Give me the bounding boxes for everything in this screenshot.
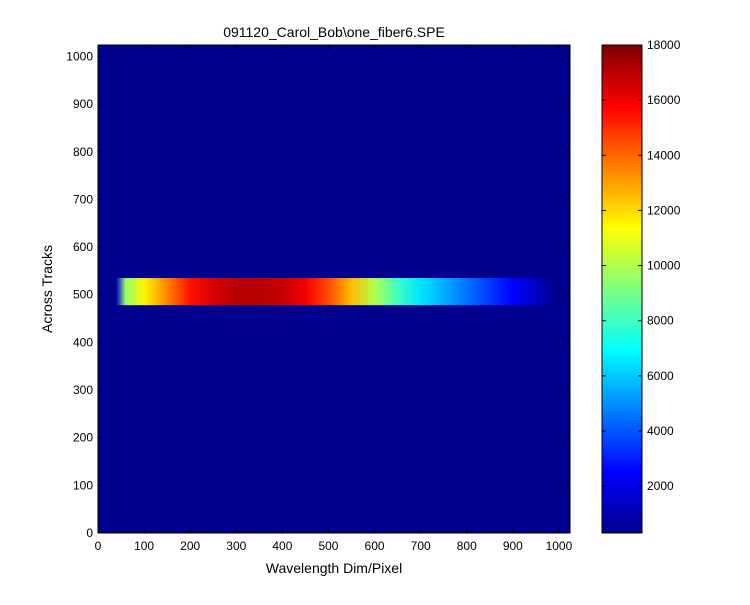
chart-title: 091120_Carol_Bob\one_fiber6.SPE <box>223 24 445 40</box>
x-tick-label: 900 <box>503 539 523 553</box>
x-tick-label: 100 <box>134 539 154 553</box>
intensity-band-cells <box>116 278 559 306</box>
colorbar-tick-label: 12000 <box>647 203 681 217</box>
y-tick-label: 600 <box>73 240 93 254</box>
colorbar-ticks: 2000 4000 6000 8000 10000 12000 14000 16000 1800… <box>602 38 681 493</box>
y-tick-label: 1000 <box>66 49 93 63</box>
y-axis-ticks: 0 100 200 300 400 500 600 700 800 900 1000 <box>66 49 570 540</box>
colorbar-tick-label: 6000 <box>647 369 674 383</box>
y-tick-label: 500 <box>73 288 93 302</box>
intensity-band <box>116 278 559 306</box>
x-axis-label: Wavelength Dim/Pixel <box>266 560 402 576</box>
y-tick-label: 800 <box>73 145 93 159</box>
x-tick-label: 200 <box>180 539 200 553</box>
y-tick-label: 200 <box>73 431 93 445</box>
y-tick-label: 100 <box>73 478 93 492</box>
x-tick-label: 800 <box>457 539 477 553</box>
colorbar-tick-label: 16000 <box>647 93 681 107</box>
y-tick-label: 900 <box>73 97 93 111</box>
colorbar <box>601 44 643 534</box>
x-tick-label: 600 <box>365 539 385 553</box>
y-tick-label: 700 <box>73 192 93 206</box>
colorbar-tick-label: 8000 <box>647 314 674 328</box>
y-tick-label: 300 <box>73 383 93 397</box>
colorbar-tick-label: 14000 <box>647 148 681 162</box>
x-tick-label: 300 <box>226 539 246 553</box>
x-tick-label: 500 <box>318 539 338 553</box>
colorbar-tick-label: 10000 <box>647 259 681 273</box>
x-tick-label: 0 <box>95 539 102 553</box>
colorbar-tick-label: 4000 <box>647 424 674 438</box>
y-tick-label: 0 <box>86 526 93 540</box>
colorbar-tick-label: 2000 <box>647 479 674 493</box>
x-axis-ticks: 0 100 200 300 400 500 600 700 800 900 1000 <box>95 45 573 553</box>
y-tick-label: 400 <box>73 335 93 349</box>
y-axis-label: Across Tracks <box>39 245 55 333</box>
x-tick-label: 700 <box>411 539 431 553</box>
colorbar-tick-label: 18000 <box>647 38 681 52</box>
x-tick-label: 400 <box>272 539 292 553</box>
x-tick-label: 1000 <box>546 539 573 553</box>
plot-frame <box>97 44 571 534</box>
